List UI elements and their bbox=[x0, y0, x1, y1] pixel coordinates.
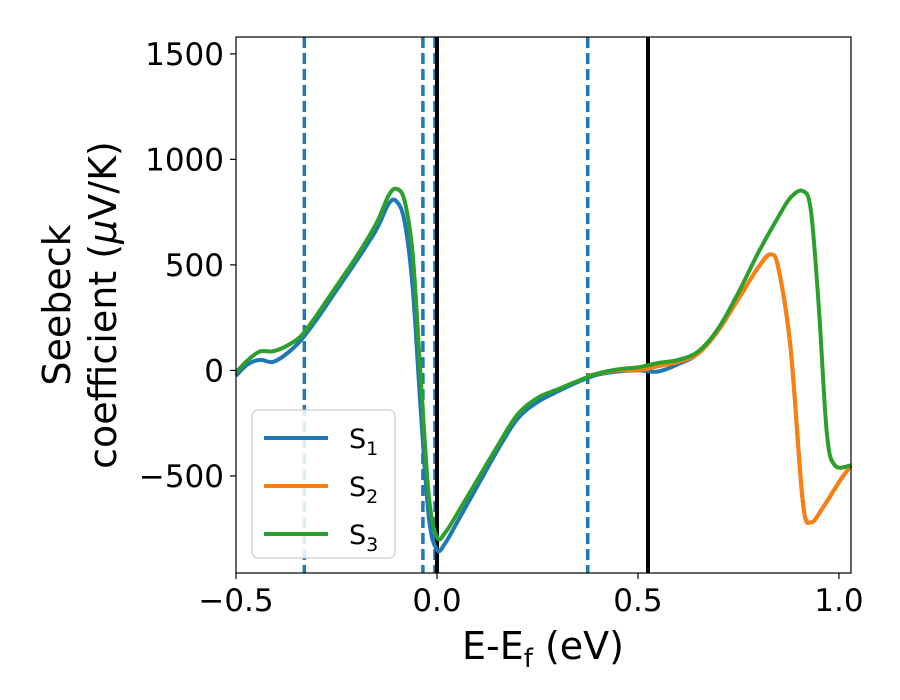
series-line-s2 bbox=[587, 252, 853, 525]
legend: S1 S2 S3 bbox=[251, 409, 396, 559]
plot-area-frame bbox=[235, 36, 852, 574]
y-tick-label: 0 bbox=[204, 353, 224, 389]
x-tick-label: 0.5 bbox=[613, 583, 662, 619]
series-line-s3 bbox=[234, 186, 852, 542]
x-axis: −0.5 0.0 0.5 1.0 bbox=[198, 573, 864, 619]
y-axis: −500 0 500 1000 1500 bbox=[139, 37, 236, 495]
y-axis-label: Seebeck coefficient (μV/K) bbox=[35, 141, 125, 469]
y-tick-label: 1000 bbox=[145, 142, 224, 178]
x-tick-label: 0.0 bbox=[412, 583, 461, 619]
reference-lines bbox=[302, 37, 651, 573]
x-tick-label: −0.5 bbox=[198, 583, 273, 619]
x-axis-label: E-Ef (eV) bbox=[462, 624, 624, 674]
legend-label-s3: S3 bbox=[349, 520, 378, 556]
series-lines bbox=[234, 186, 853, 554]
y-tick-label: 500 bbox=[165, 248, 224, 284]
legend-label-s2: S2 bbox=[349, 472, 378, 508]
legend-label-s1: S1 bbox=[349, 424, 378, 460]
y-axis-label-line1: Seebeck bbox=[35, 224, 79, 385]
y-axis-label-line2: coefficient (μV/K) bbox=[81, 141, 125, 469]
y-tick-label: −500 bbox=[139, 459, 224, 495]
y-tick-label: 1500 bbox=[145, 37, 224, 73]
x-tick-label: 1.0 bbox=[814, 583, 863, 619]
